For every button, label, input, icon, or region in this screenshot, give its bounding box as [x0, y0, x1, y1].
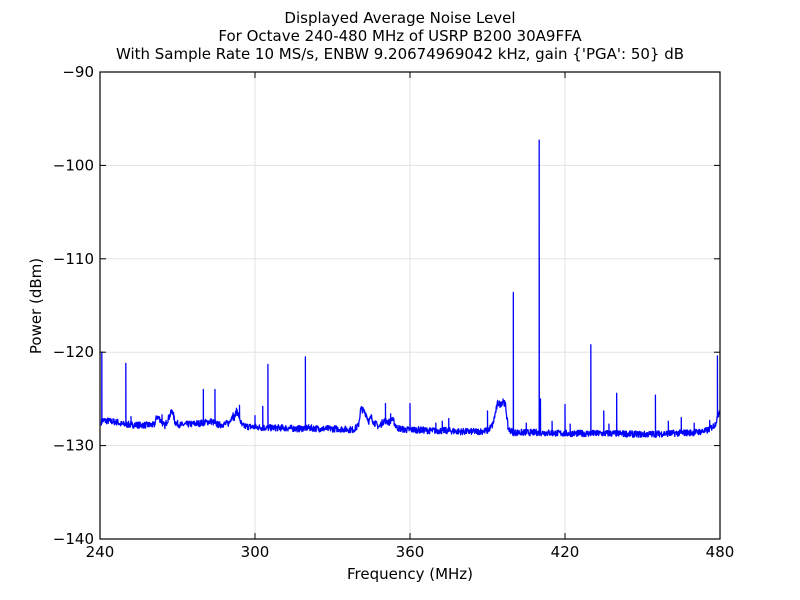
x-axis-ticks: 240 300 360 420 480 — [86, 72, 735, 561]
plot-area — [100, 139, 721, 439]
title-line-2: For Octave 240-480 MHz of USRP B200 30A9… — [218, 27, 582, 45]
y-tick-label-4: −100 — [53, 156, 94, 174]
grid-lines — [100, 72, 720, 539]
x-tick-label-1: 300 — [241, 543, 270, 561]
y-tick-label-3: −110 — [53, 250, 94, 268]
title-line-3: With Sample Rate 10 MS/s, ENBW 9.2067496… — [116, 45, 684, 63]
x-axis-label: Frequency (MHz) — [347, 565, 473, 583]
noise-level-trace — [100, 139, 721, 439]
y-axis-label: Power (dBm) — [27, 258, 45, 354]
x-tick-label-2: 360 — [396, 543, 425, 561]
title-line-1: Displayed Average Noise Level — [284, 9, 515, 27]
y-tick-label-1: −130 — [53, 437, 94, 455]
y-axis-ticks: −140 −130 −120 −110 −100 −90 — [53, 63, 720, 548]
y-tick-label-0: −140 — [53, 530, 94, 548]
x-tick-label-4: 480 — [706, 543, 735, 561]
x-tick-label-3: 420 — [551, 543, 580, 561]
x-tick-label-0: 240 — [86, 543, 115, 561]
y-tick-label-5: −90 — [62, 63, 94, 81]
y-tick-label-2: −120 — [53, 343, 94, 361]
